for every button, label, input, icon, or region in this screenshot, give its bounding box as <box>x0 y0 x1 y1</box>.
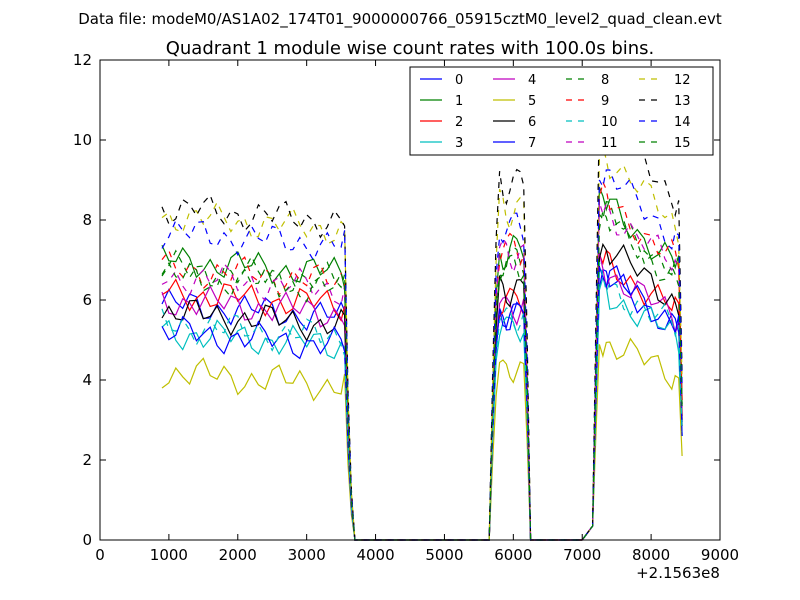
legend-label-7: 7 <box>528 136 536 151</box>
chart-title: Quadrant 1 module wise count rates with … <box>166 38 655 59</box>
suptitle: Data file: modeM0/AS1A02_174T01_90000007… <box>78 10 722 29</box>
x-tick-label: 2000 <box>219 546 257 564</box>
legend-label-15: 15 <box>674 136 691 151</box>
x-tick-label: 1000 <box>150 546 188 564</box>
legend-label-2: 2 <box>455 115 463 130</box>
y-tick-label: 6 <box>82 291 92 309</box>
legend-label-14: 14 <box>674 115 691 130</box>
y-tick-label: 8 <box>82 211 92 229</box>
y-tick-label: 0 <box>82 531 92 549</box>
x-tick-label: 5000 <box>425 546 463 564</box>
series-line-11 <box>161 202 683 541</box>
series-line-12 <box>161 144 683 541</box>
series-line-10 <box>161 261 683 541</box>
legend-label-11: 11 <box>601 136 618 151</box>
x-tick-label: 9000 <box>701 546 739 564</box>
legend-label-8: 8 <box>601 73 609 88</box>
y-tick-label: 4 <box>82 371 92 389</box>
legend-label-3: 3 <box>455 136 463 151</box>
x-tick-label: 0 <box>95 546 105 564</box>
series-line-4 <box>161 252 683 541</box>
y-tick-label: 12 <box>73 51 92 69</box>
legend-label-10: 10 <box>601 115 618 130</box>
series-line-2 <box>161 249 683 541</box>
series-line-0 <box>161 268 683 541</box>
series-line-8 <box>161 200 683 541</box>
legend-label-4: 4 <box>528 73 536 88</box>
x-tick-label: 7000 <box>563 546 601 564</box>
legend-label-12: 12 <box>674 73 691 88</box>
x-tick-label: 8000 <box>632 546 670 564</box>
y-tick-label: 10 <box>73 131 92 149</box>
legend-label-5: 5 <box>528 94 536 109</box>
x-offset-label: +2.1563e8 <box>636 564 720 582</box>
series-line-9 <box>161 180 683 541</box>
x-tick-label: 4000 <box>356 546 394 564</box>
axis-ticks: 0 1000 2000 3000 4000 5000 6000 7000 8000 9000 0 2 4… <box>73 51 739 564</box>
series-line-14 <box>161 169 683 541</box>
x-tick-label: 6000 <box>494 546 532 564</box>
series-lines <box>161 112 683 541</box>
legend-label-1: 1 <box>455 94 463 109</box>
legend-label-0: 0 <box>455 73 463 88</box>
series-line-1 <box>161 186 683 541</box>
y-tick-label: 2 <box>82 451 92 469</box>
series-line-3 <box>161 275 683 541</box>
legend-box <box>409 66 714 156</box>
series-line-5 <box>161 337 683 541</box>
series-line-13 <box>161 112 683 541</box>
x-tick-label: 3000 <box>288 546 326 564</box>
legend-label-6: 6 <box>528 115 536 130</box>
legend-label-9: 9 <box>601 94 609 109</box>
legend-label-13: 13 <box>674 94 691 109</box>
